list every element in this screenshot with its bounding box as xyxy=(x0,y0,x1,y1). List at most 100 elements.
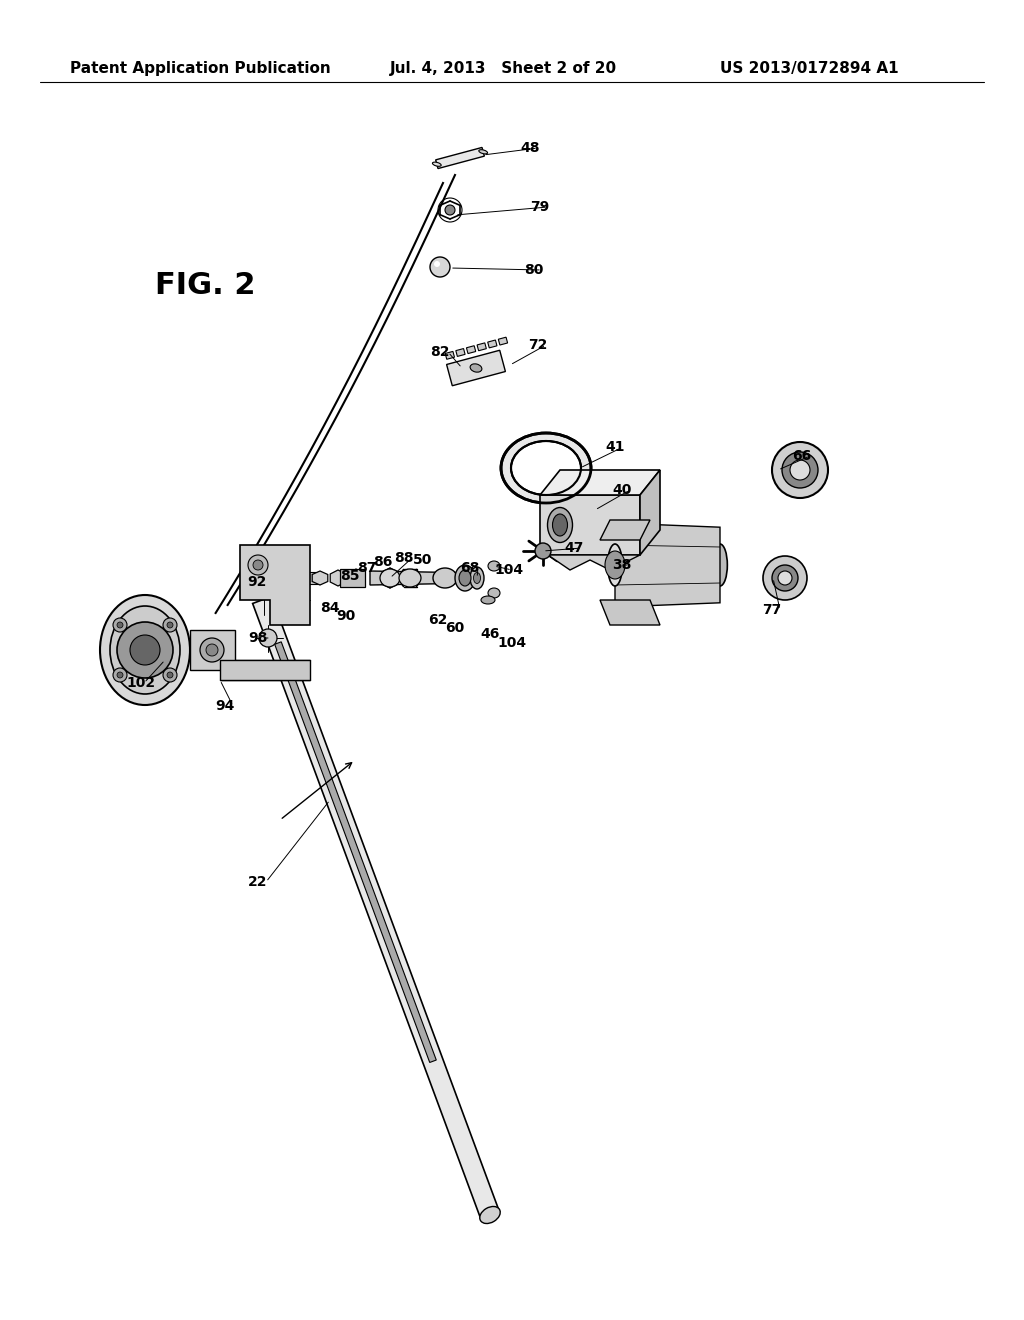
Ellipse shape xyxy=(548,507,572,543)
Text: 98: 98 xyxy=(248,631,267,645)
Circle shape xyxy=(434,261,440,267)
Circle shape xyxy=(113,668,127,682)
Polygon shape xyxy=(446,350,506,385)
Ellipse shape xyxy=(380,569,400,587)
Ellipse shape xyxy=(470,568,484,589)
Text: 94: 94 xyxy=(215,700,234,713)
Text: 90: 90 xyxy=(336,609,355,623)
Ellipse shape xyxy=(713,544,727,586)
Ellipse shape xyxy=(459,570,471,586)
Ellipse shape xyxy=(488,587,500,598)
Ellipse shape xyxy=(100,595,190,705)
Polygon shape xyxy=(540,495,640,554)
Polygon shape xyxy=(600,601,660,624)
Circle shape xyxy=(117,622,123,628)
Ellipse shape xyxy=(488,561,500,572)
Text: 41: 41 xyxy=(605,440,625,454)
Ellipse shape xyxy=(501,433,591,503)
Ellipse shape xyxy=(473,573,480,583)
Polygon shape xyxy=(220,660,310,680)
Polygon shape xyxy=(615,523,720,607)
Circle shape xyxy=(763,556,807,601)
Circle shape xyxy=(782,451,818,488)
Circle shape xyxy=(163,668,177,682)
Circle shape xyxy=(445,205,455,215)
Polygon shape xyxy=(295,572,319,583)
Text: 77: 77 xyxy=(762,603,781,616)
Circle shape xyxy=(772,565,798,591)
Text: 79: 79 xyxy=(530,201,549,214)
Ellipse shape xyxy=(470,364,482,372)
Text: 22: 22 xyxy=(248,875,267,888)
Polygon shape xyxy=(445,351,455,359)
Circle shape xyxy=(253,560,263,570)
Text: 84: 84 xyxy=(319,601,340,615)
Text: 72: 72 xyxy=(528,338,548,352)
Ellipse shape xyxy=(399,569,421,587)
Ellipse shape xyxy=(511,441,581,495)
Ellipse shape xyxy=(433,568,457,587)
Text: FIG. 2: FIG. 2 xyxy=(155,271,256,300)
Polygon shape xyxy=(435,148,484,169)
Ellipse shape xyxy=(605,550,625,579)
Polygon shape xyxy=(274,642,436,1063)
Text: US 2013/0172894 A1: US 2013/0172894 A1 xyxy=(720,61,899,75)
Circle shape xyxy=(248,554,268,576)
Text: 62: 62 xyxy=(428,612,447,627)
Polygon shape xyxy=(548,554,640,570)
Polygon shape xyxy=(487,341,497,348)
Text: 86: 86 xyxy=(373,554,392,569)
Text: 80: 80 xyxy=(524,263,544,277)
Circle shape xyxy=(535,543,551,558)
Polygon shape xyxy=(330,570,346,586)
Text: 104: 104 xyxy=(494,564,523,577)
Circle shape xyxy=(113,618,127,632)
Polygon shape xyxy=(240,545,310,624)
Polygon shape xyxy=(349,569,362,587)
Circle shape xyxy=(117,622,173,678)
Text: 46: 46 xyxy=(480,627,500,642)
Polygon shape xyxy=(370,572,480,585)
Polygon shape xyxy=(340,569,365,587)
Circle shape xyxy=(117,672,123,678)
Text: Patent Application Publication: Patent Application Publication xyxy=(70,61,331,75)
Polygon shape xyxy=(456,348,465,356)
Ellipse shape xyxy=(479,149,487,154)
Circle shape xyxy=(200,638,224,663)
Text: 85: 85 xyxy=(340,569,359,583)
Polygon shape xyxy=(312,572,328,585)
Circle shape xyxy=(167,622,173,628)
Text: 40: 40 xyxy=(612,483,632,498)
Text: 38: 38 xyxy=(612,558,632,572)
Circle shape xyxy=(206,644,218,656)
Polygon shape xyxy=(540,470,660,495)
Text: 68: 68 xyxy=(460,561,479,576)
Polygon shape xyxy=(477,343,486,351)
Text: 104: 104 xyxy=(497,636,526,649)
Circle shape xyxy=(167,672,173,678)
Ellipse shape xyxy=(480,1206,501,1224)
Circle shape xyxy=(259,630,278,647)
Ellipse shape xyxy=(481,597,495,605)
Ellipse shape xyxy=(553,513,567,536)
Circle shape xyxy=(430,257,450,277)
Polygon shape xyxy=(499,337,508,345)
Text: 47: 47 xyxy=(564,541,584,554)
Text: 88: 88 xyxy=(394,550,414,565)
Text: 87: 87 xyxy=(357,561,377,576)
Polygon shape xyxy=(600,520,650,540)
Text: Jul. 4, 2013   Sheet 2 of 20: Jul. 4, 2013 Sheet 2 of 20 xyxy=(390,61,617,75)
Text: 48: 48 xyxy=(520,141,540,154)
Polygon shape xyxy=(467,346,476,354)
Circle shape xyxy=(130,635,160,665)
Circle shape xyxy=(163,618,177,632)
Polygon shape xyxy=(190,630,234,671)
Polygon shape xyxy=(253,597,500,1218)
Text: 82: 82 xyxy=(430,345,450,359)
Text: 92: 92 xyxy=(247,576,266,589)
Polygon shape xyxy=(640,470,660,554)
Ellipse shape xyxy=(607,544,623,586)
Ellipse shape xyxy=(110,606,180,694)
Text: 50: 50 xyxy=(413,553,432,568)
Circle shape xyxy=(790,459,810,480)
